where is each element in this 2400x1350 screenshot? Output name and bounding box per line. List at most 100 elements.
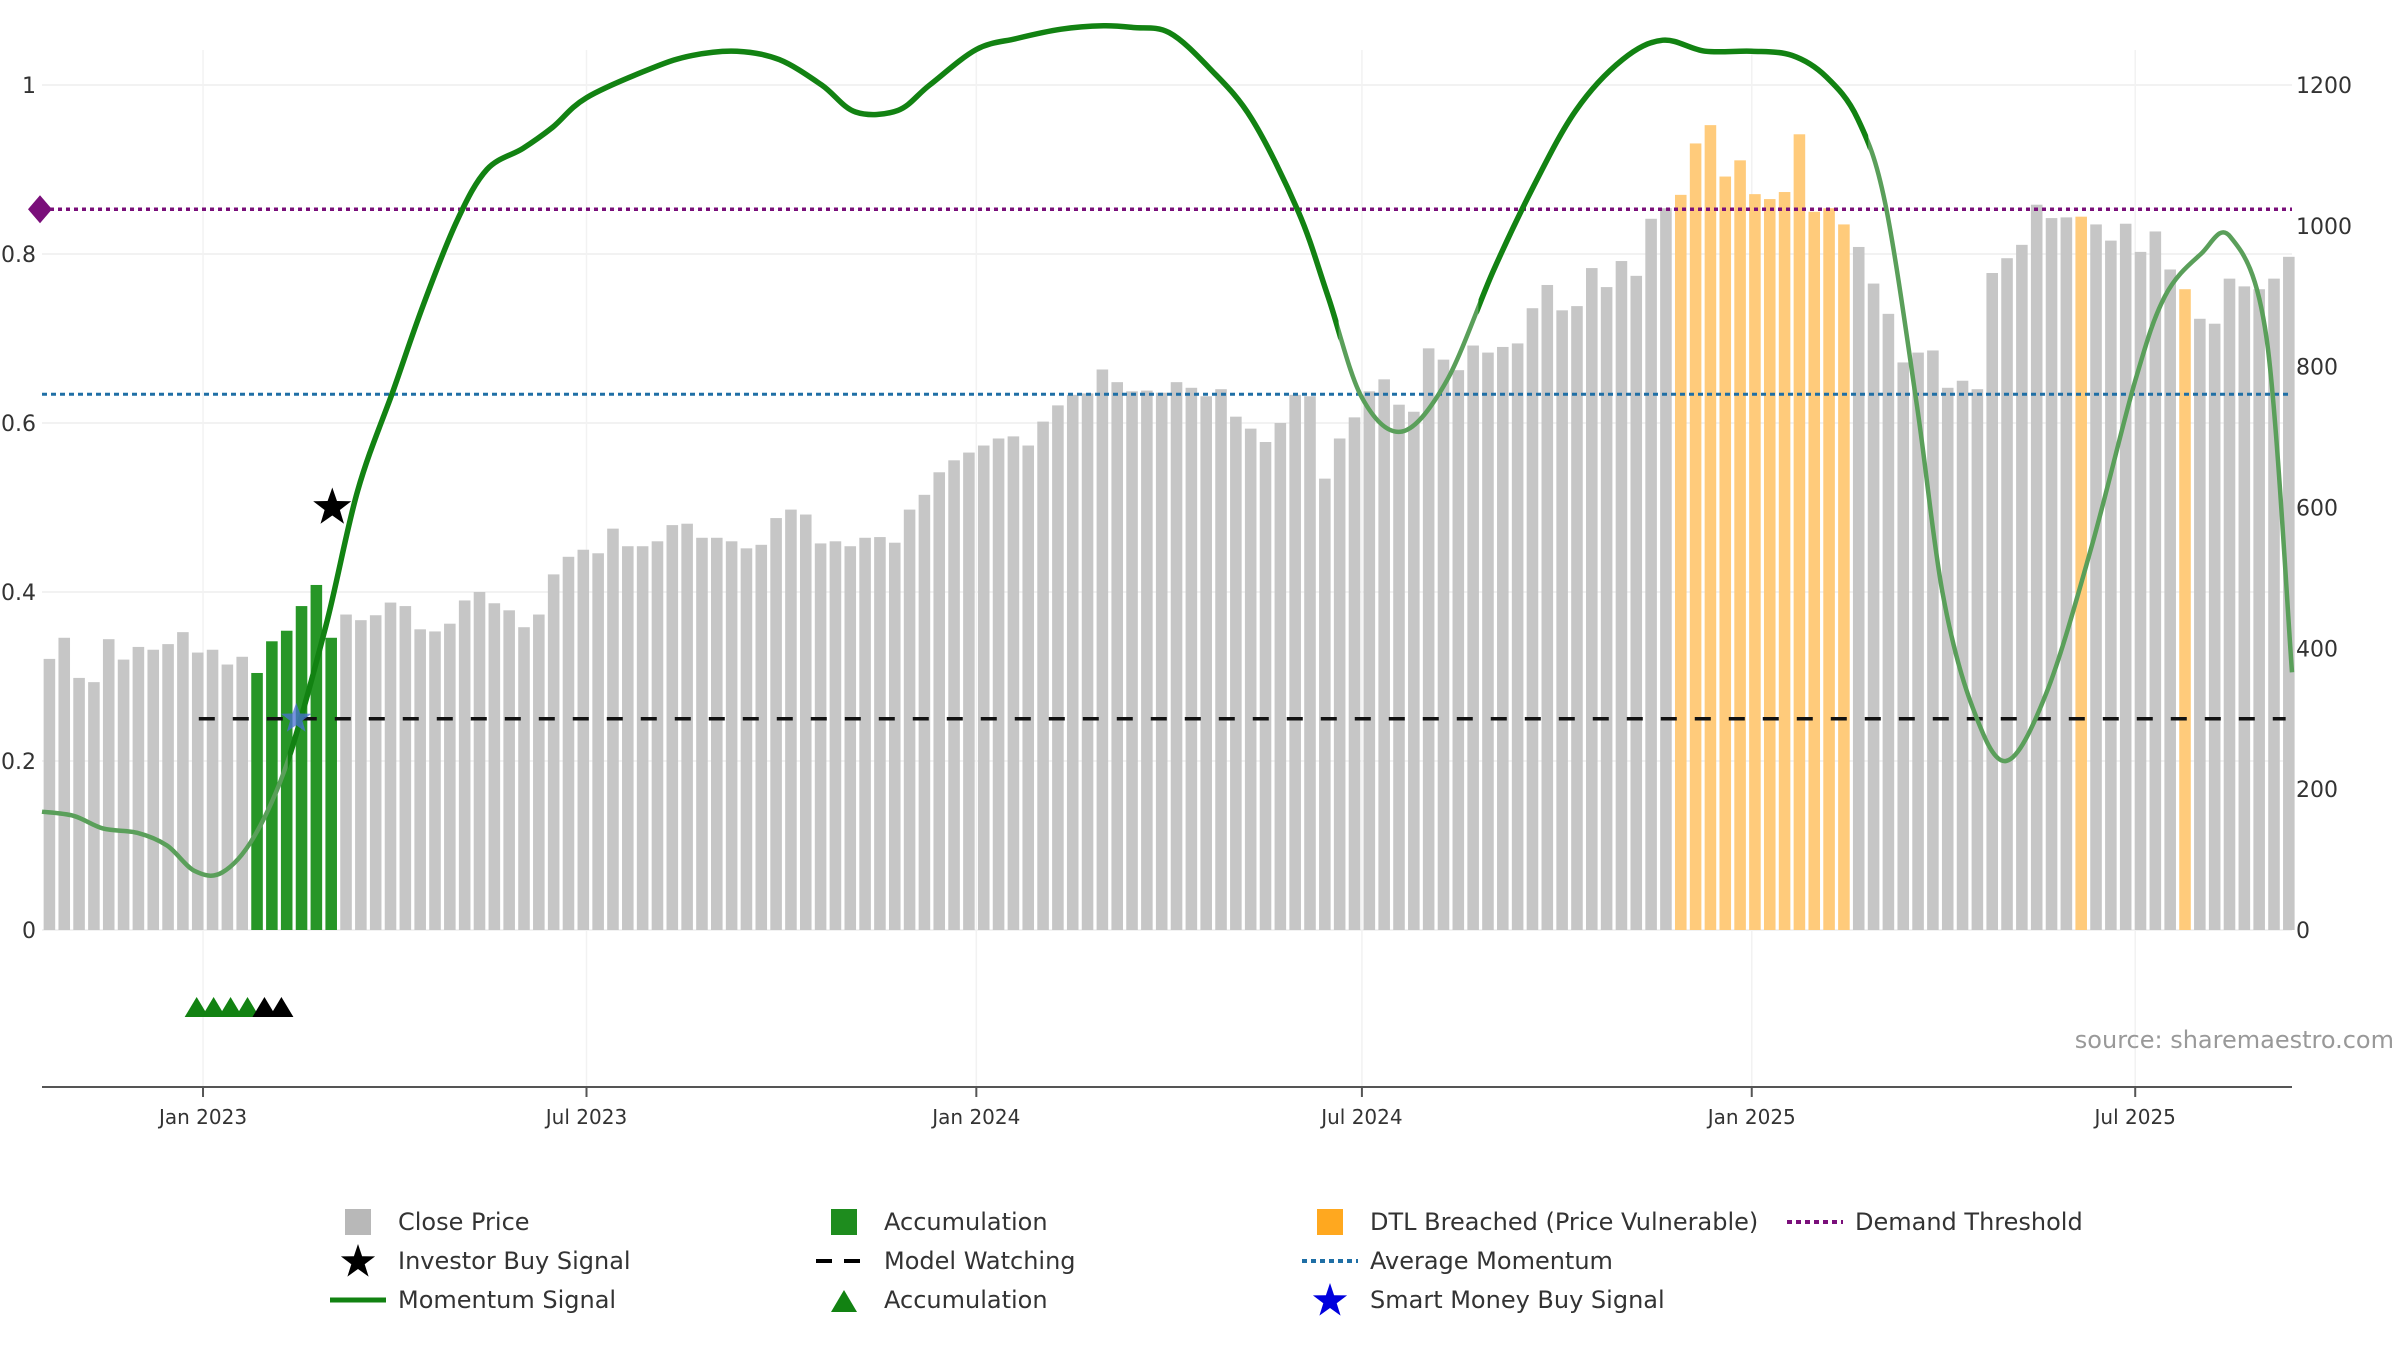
x-axis-tick-label: Jul 2024	[1319, 1105, 1402, 1129]
dtl-breached-bar	[1719, 176, 1732, 930]
price-bar	[770, 518, 782, 930]
legend-item: Demand Threshold	[1787, 1204, 2083, 1240]
accumulation-bar	[266, 641, 278, 930]
price-bar	[384, 602, 397, 930]
price-bar	[888, 542, 901, 930]
signal-markers	[184, 487, 352, 1017]
price-bar	[607, 528, 619, 930]
legend-item: DTL Breached (Price Vulnerable)	[1302, 1204, 1758, 1240]
dtl-breached-bar	[2179, 289, 2191, 930]
source-label: source: sharemaestro.com	[2075, 1026, 2394, 1054]
price-bar	[711, 537, 723, 930]
price-bar	[666, 525, 679, 930]
dtl-breached-bar	[1763, 199, 1776, 930]
price-bar	[1971, 389, 1984, 930]
momentum-line-strong	[287, 23, 1869, 879]
price-bar	[2208, 323, 2221, 930]
accumulation-triangle-black	[252, 997, 277, 1017]
price-bar	[2105, 240, 2117, 930]
price-bar	[1408, 411, 1420, 930]
price-bar	[340, 614, 352, 930]
left-axis-tick-label: 0.6	[1, 412, 36, 437]
price-bar	[1422, 348, 1435, 930]
price-bar	[725, 541, 738, 930]
price-bar	[2060, 217, 2073, 931]
price-bar	[1882, 313, 1895, 931]
price-bar	[2030, 204, 2043, 931]
legend-symbol	[816, 1243, 872, 1279]
right-axis-tick-label: 1000	[2296, 215, 2352, 240]
legend-symbol	[816, 1204, 872, 1240]
price-bar	[2223, 278, 2236, 930]
price-bar	[1586, 268, 1598, 930]
price-bar	[740, 548, 753, 930]
legend-item: Average Momentum	[1302, 1243, 1613, 1279]
price-bar	[1927, 350, 1939, 930]
price-bar	[177, 632, 189, 930]
accumulation-bar	[295, 606, 308, 930]
dtl-breached-bar	[1674, 194, 1687, 931]
legend-item: Accumulation	[816, 1204, 1048, 1240]
price-bar	[1304, 396, 1316, 930]
right-axis-tick-label: 1200	[2296, 74, 2352, 99]
price-bar	[355, 620, 367, 930]
price-bar	[1022, 445, 1035, 930]
legend-symbol	[330, 1204, 386, 1240]
legend-symbol	[1302, 1282, 1358, 1318]
price-bar	[1126, 391, 1138, 930]
left-axis-tick-label: 0.8	[1, 243, 36, 268]
price-bar	[2090, 224, 2102, 931]
price-bar	[1452, 370, 1465, 930]
price-bar	[1289, 394, 1301, 930]
legend-label: DTL Breached (Price Vulnerable)	[1370, 1208, 1759, 1236]
price-bar	[1571, 306, 1583, 930]
legend-label: Average Momentum	[1370, 1247, 1613, 1275]
right-axis-tick-label: 200	[2296, 778, 2338, 803]
price-bar	[1155, 392, 1168, 930]
price-bar	[147, 649, 160, 930]
accumulation-triangle	[235, 997, 260, 1017]
right-axis-tick-label: 0	[2296, 919, 2310, 944]
price-bar	[592, 553, 604, 930]
price-bar	[1274, 423, 1287, 930]
price-bar	[1185, 387, 1198, 931]
price-bar	[399, 606, 412, 930]
right-axis-tick-label: 800	[2296, 356, 2338, 381]
legend-symbol	[816, 1282, 872, 1318]
legend-item: Investor Buy Signal	[330, 1243, 631, 1279]
price-bar	[1912, 352, 1924, 930]
price-bars	[43, 125, 2295, 931]
price-bar	[1956, 380, 1969, 930]
price-bar	[859, 537, 871, 930]
price-bar	[1378, 379, 1390, 930]
dtl-breached-bar	[1734, 160, 1746, 931]
accumulation-bar	[310, 584, 323, 930]
left-axis-tick-label: 1	[22, 74, 36, 99]
momentum-signal-line	[41, 23, 2295, 879]
legend-symbol	[1787, 1204, 1843, 1240]
dtl-breached-bar	[1749, 194, 1761, 931]
price-bar	[562, 556, 575, 930]
price-bar	[1007, 436, 1020, 930]
price-bar	[369, 615, 382, 930]
price-bar	[1630, 275, 1643, 930]
price-bar	[1170, 382, 1183, 930]
price-bar	[2001, 258, 2013, 931]
price-bar	[1897, 362, 1910, 931]
price-bar	[2164, 269, 2176, 930]
price-bar	[1244, 428, 1257, 930]
price-bar	[1259, 442, 1272, 930]
right-axis: 0 200 400 600 800 1000 1200	[2296, 74, 2352, 944]
left-axis-tick-label: 0.2	[1, 750, 36, 775]
left-axis-tick-label: 0	[22, 919, 36, 944]
investor-buy-signal-star	[313, 487, 352, 524]
price-bar	[814, 543, 827, 930]
price-bar	[1660, 208, 1672, 930]
demand-threshold-marker	[28, 195, 52, 224]
legend-label: Investor Buy Signal	[398, 1247, 631, 1275]
legend-item: Smart Money Buy Signal	[1302, 1282, 1665, 1318]
x-axis-tick-label: Jul 2025	[2093, 1105, 2176, 1129]
price-bar	[963, 452, 975, 930]
price-bar	[1482, 352, 1494, 930]
price-bar	[1081, 393, 1094, 930]
